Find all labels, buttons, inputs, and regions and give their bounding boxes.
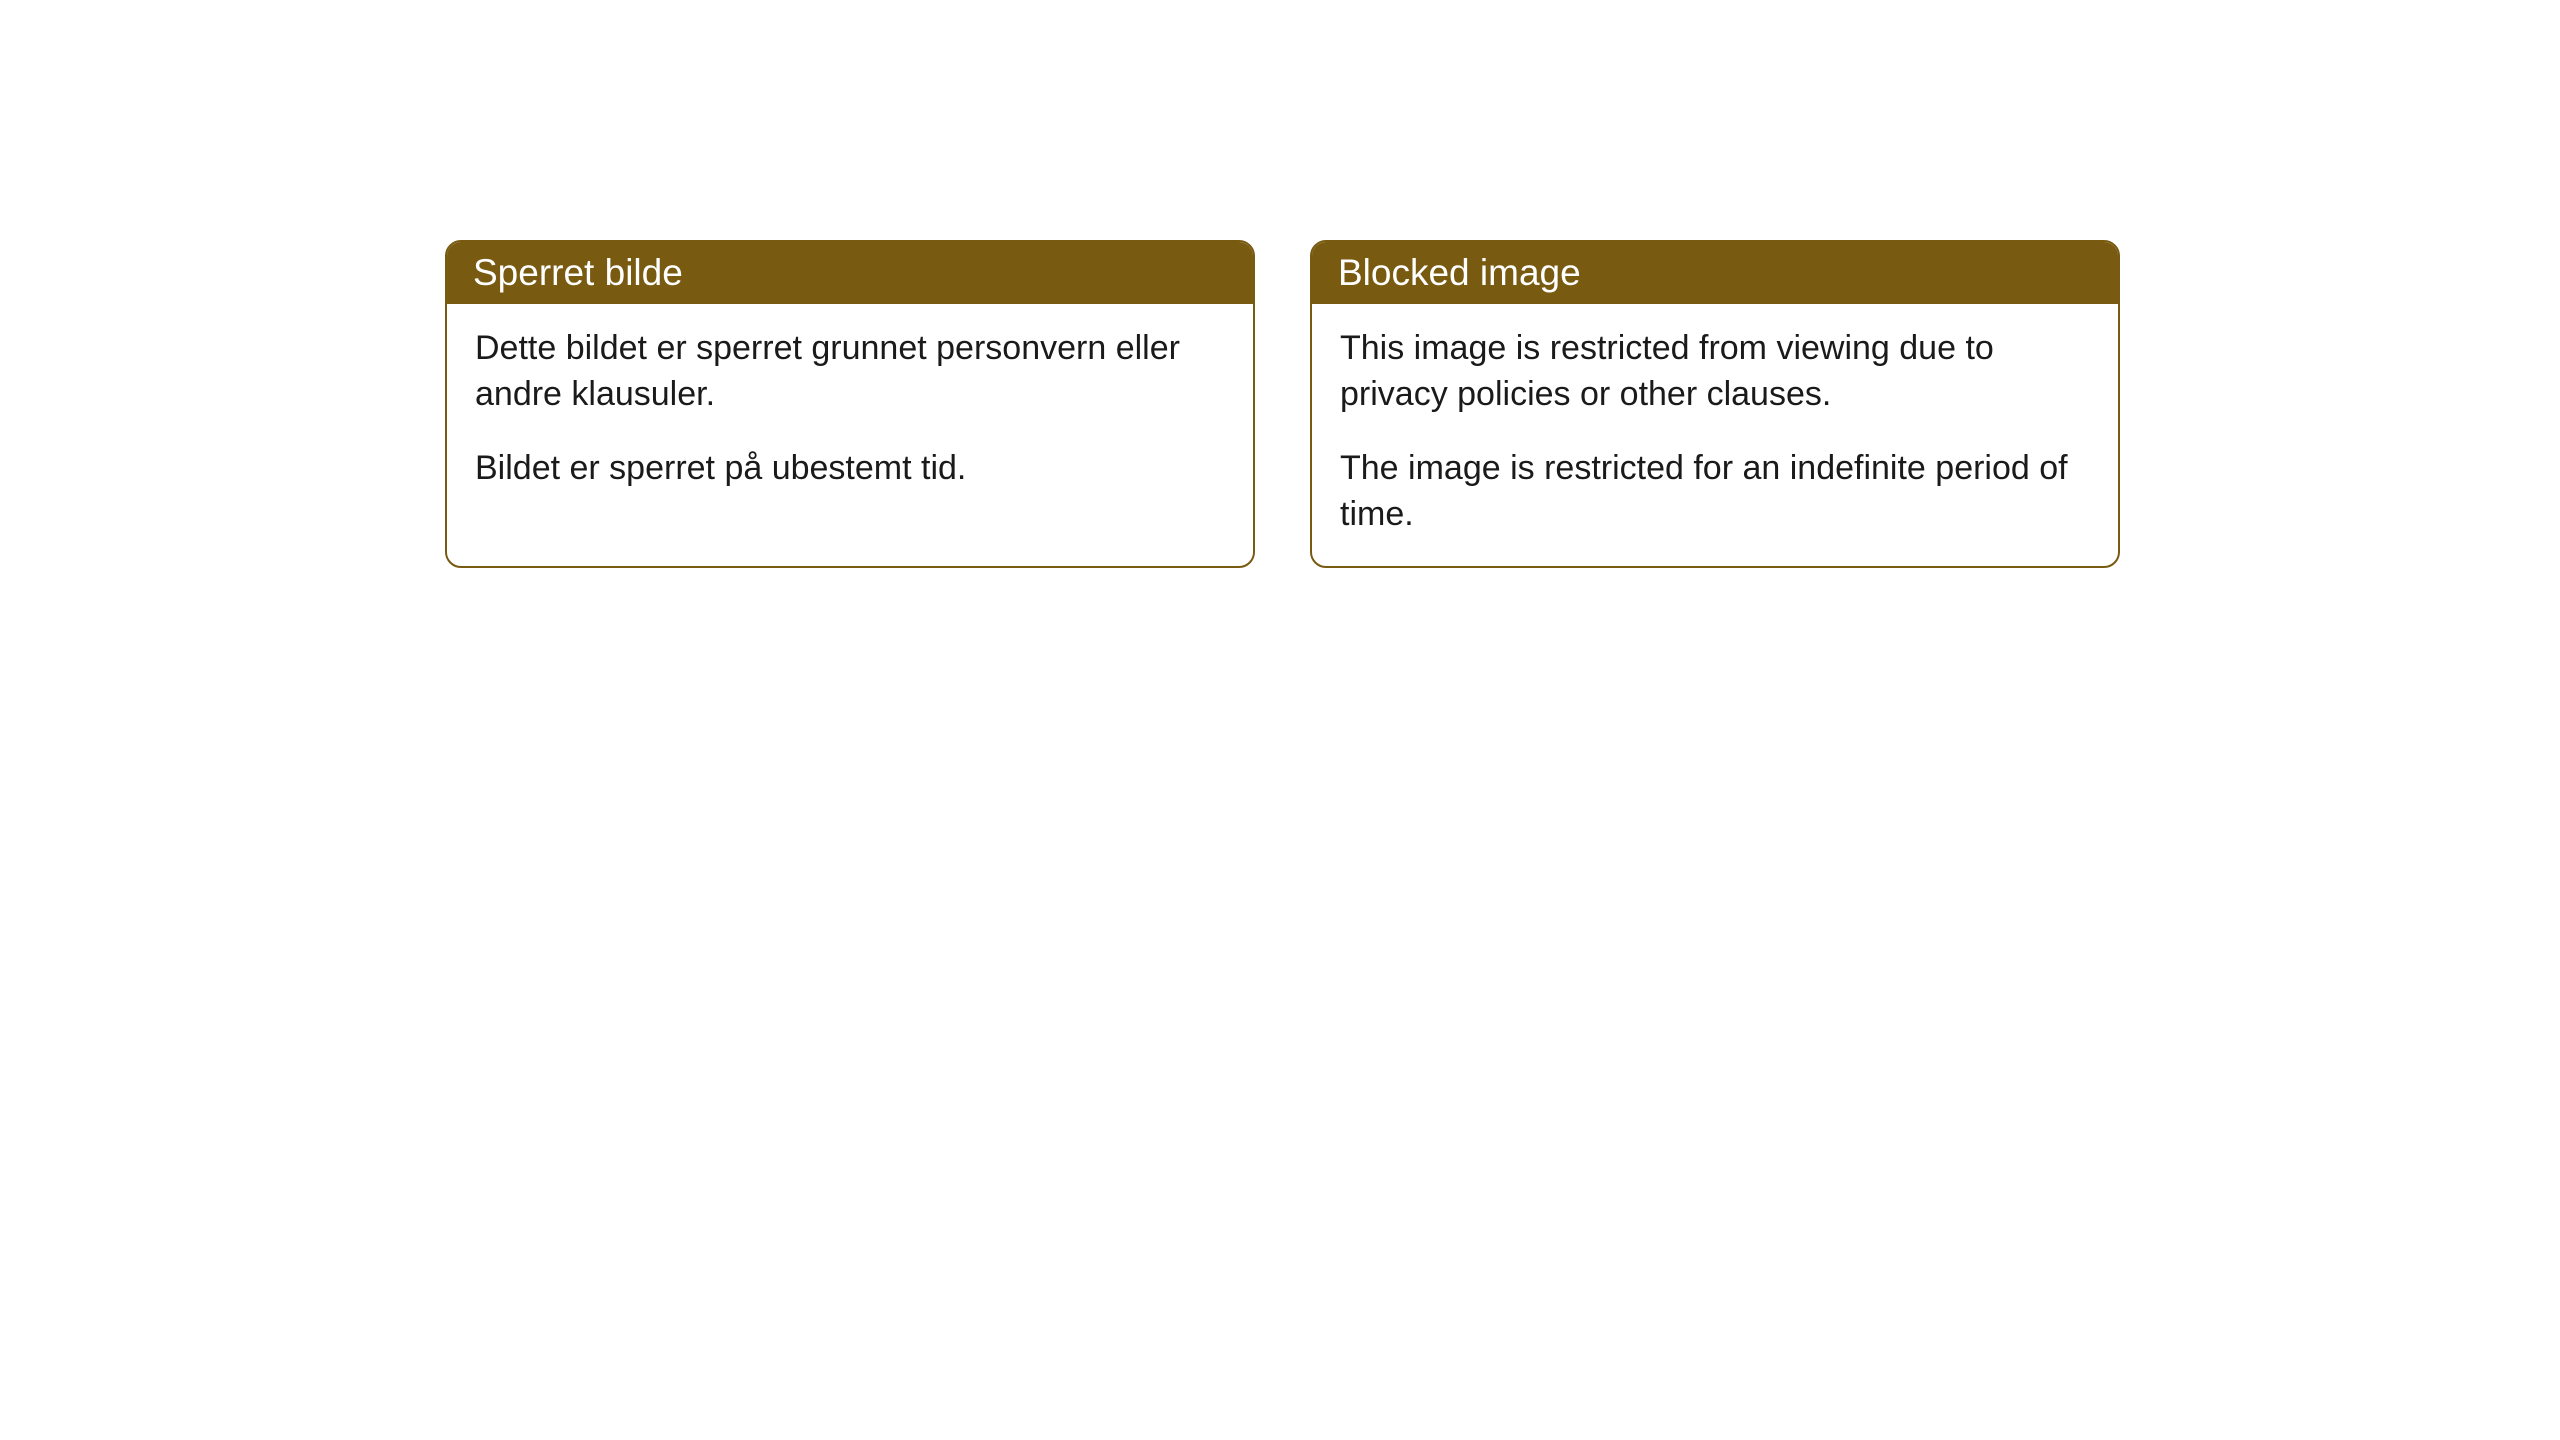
notice-body-english: This image is restricted from viewing du… xyxy=(1312,304,2118,566)
notice-text-norwegian-1: Dette bildet er sperret grunnet personve… xyxy=(475,326,1225,418)
notice-card-english: Blocked image This image is restricted f… xyxy=(1310,240,2120,568)
notice-header-norwegian: Sperret bilde xyxy=(447,242,1253,304)
notice-body-norwegian: Dette bildet er sperret grunnet personve… xyxy=(447,304,1253,520)
notice-header-english: Blocked image xyxy=(1312,242,2118,304)
notice-text-english-2: The image is restricted for an indefinit… xyxy=(1340,446,2090,538)
notice-container: Sperret bilde Dette bildet er sperret gr… xyxy=(445,240,2120,568)
notice-card-norwegian: Sperret bilde Dette bildet er sperret gr… xyxy=(445,240,1255,568)
notice-text-norwegian-2: Bildet er sperret på ubestemt tid. xyxy=(475,446,1225,492)
notice-text-english-1: This image is restricted from viewing du… xyxy=(1340,326,2090,418)
